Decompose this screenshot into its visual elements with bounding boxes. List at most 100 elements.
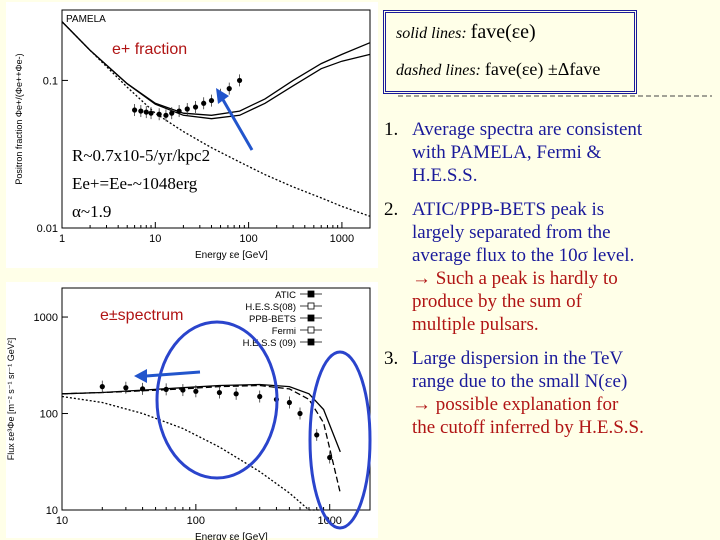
conclusion-item: 2. ATIC/PPB-BETS peak is largely separated… <box>384 198 716 336</box>
data-point <box>156 111 162 117</box>
item-line: ATIC/PPB-BETS peak is <box>412 199 605 220</box>
chart-title: PAMELA <box>66 14 106 25</box>
arrow-line <box>145 370 201 378</box>
data-point <box>176 108 182 114</box>
conclusion-list: 1. Average spectra are consistent with PAM… <box>384 118 716 450</box>
item-line: produce by the sum of <box>412 291 582 312</box>
arrow-head <box>216 88 229 104</box>
positron-fraction-plot: 1 10 100 1000 0.1 0.01 Energy εe [GeV] Positron… <box>14 9 371 261</box>
data-point <box>286 399 293 406</box>
dashed-lines-formula: fave(εe) ±Δfave <box>484 59 601 79</box>
data-point <box>216 389 223 396</box>
data-point <box>163 386 169 392</box>
dashed-lines-label: dashed lines: <box>396 62 481 79</box>
data-point <box>297 410 303 417</box>
data-point <box>139 386 146 392</box>
item-line: → possible explanation for <box>412 394 619 415</box>
solid-lines-label: solid lines: <box>396 25 467 42</box>
param-rate: R~0.7x10-5/yr/kpc2 <box>72 146 211 165</box>
item-line: average flux to the 10σ level. <box>412 245 635 266</box>
series-line <box>61 21 371 217</box>
x-tick-label: 1 <box>59 233 65 245</box>
data-point <box>327 454 333 461</box>
arrow-line <box>220 97 254 151</box>
y-axis-label: Flux εe³Φe [m⁻² s⁻¹ sr⁻¹ GeV²] <box>6 338 16 460</box>
legend-entry: Fermi <box>272 326 296 337</box>
data-point <box>314 432 320 438</box>
plot-frame <box>61 9 371 229</box>
plot-frame <box>61 287 371 511</box>
legend-entry: PPB-BETS <box>249 314 296 325</box>
item-number: 3. <box>384 348 399 369</box>
legend-marker <box>307 302 315 310</box>
param-energy: Ee+=Ee-~1048erg <box>72 174 198 193</box>
item-line: H.E.S.S. <box>412 165 478 186</box>
item-line: range due to the small N(εe) <box>412 371 628 392</box>
x-tick-label: 100 <box>239 233 257 245</box>
data-point <box>138 108 144 114</box>
highlight-ellipse-tev <box>308 350 372 530</box>
item-line: Average spectra are consistent <box>412 119 643 140</box>
data-point <box>148 110 154 116</box>
data-point <box>169 110 175 116</box>
solid-lines-formula: fave(εe) <box>470 21 536 43</box>
data-point <box>143 109 149 115</box>
data-point <box>132 107 138 113</box>
highlight-ellipse-peak <box>155 320 279 480</box>
item-line: the cutoff inferred by H.E.S.S. <box>412 417 644 438</box>
item-line: multiple pulsars. <box>412 314 539 335</box>
legend-entry: H.E.S.S(08) <box>245 302 296 313</box>
item-number: 2. <box>384 199 399 220</box>
conclusion-item: 3. Large dispersion in the TeV range due t… <box>384 347 716 439</box>
x-tick-label: 10 <box>56 515 68 527</box>
data-point <box>233 391 239 397</box>
legend-marker <box>307 326 315 334</box>
item-line: largely separated from the <box>412 222 611 243</box>
series-line <box>61 383 341 453</box>
y-tick-label: 0.1 <box>43 75 58 87</box>
legend-entry: ATIC <box>275 290 296 301</box>
data-point <box>180 387 186 393</box>
y-tick-label: 0.01 <box>37 223 58 235</box>
data-point <box>208 97 215 104</box>
data-point <box>236 77 243 84</box>
chart-annotation: e±spectrum <box>100 307 183 324</box>
x-tick-label: 100 <box>187 515 205 527</box>
conclusion-item: 1. Average spectra are consistent with PAM… <box>384 118 716 187</box>
legend-marker <box>307 314 315 322</box>
legend-marker <box>307 290 315 298</box>
y-tick-label: 1000 <box>34 312 58 324</box>
x-tick-label: 10 <box>149 233 161 245</box>
data-point <box>257 393 263 400</box>
data-point <box>193 388 199 394</box>
series-line <box>61 21 371 120</box>
legend-box: solid lines: fave(εe) dashed lines: fave… <box>383 10 637 94</box>
data-point <box>184 106 190 112</box>
chart-annotation: e+ fraction <box>112 41 187 58</box>
item-line: Large dispersion in the TeV <box>412 348 624 369</box>
item-line: with PAMELA, Fermi & <box>412 142 602 163</box>
series-line <box>61 384 341 494</box>
item-number: 1. <box>384 119 399 140</box>
solid-lines-row: solid lines: fave(εe) <box>396 21 536 44</box>
y-tick-label: 10 <box>46 505 58 517</box>
y-axis-label: Positron fraction Φe+/(Φe++Φe-) <box>14 53 24 184</box>
data-point <box>163 112 169 118</box>
data-point <box>226 86 232 92</box>
item-line: → Such a peak is hardly to <box>412 268 618 289</box>
data-point <box>192 104 199 110</box>
legend-marker <box>307 338 315 346</box>
legend-entry: H.E.S.S (09) <box>243 338 296 349</box>
x-axis-label: Energy εe [GeV] <box>195 532 268 540</box>
arrow-head <box>134 369 147 383</box>
data-point <box>201 100 207 106</box>
y-tick-label: 100 <box>40 409 58 421</box>
data-point <box>123 385 129 391</box>
dashed-lines-row: dashed lines: fave(εe) ±Δfave <box>396 59 600 80</box>
param-alpha: α~1.9 <box>72 202 112 221</box>
data-point <box>99 384 105 390</box>
x-tick-label: 1000 <box>330 233 354 245</box>
